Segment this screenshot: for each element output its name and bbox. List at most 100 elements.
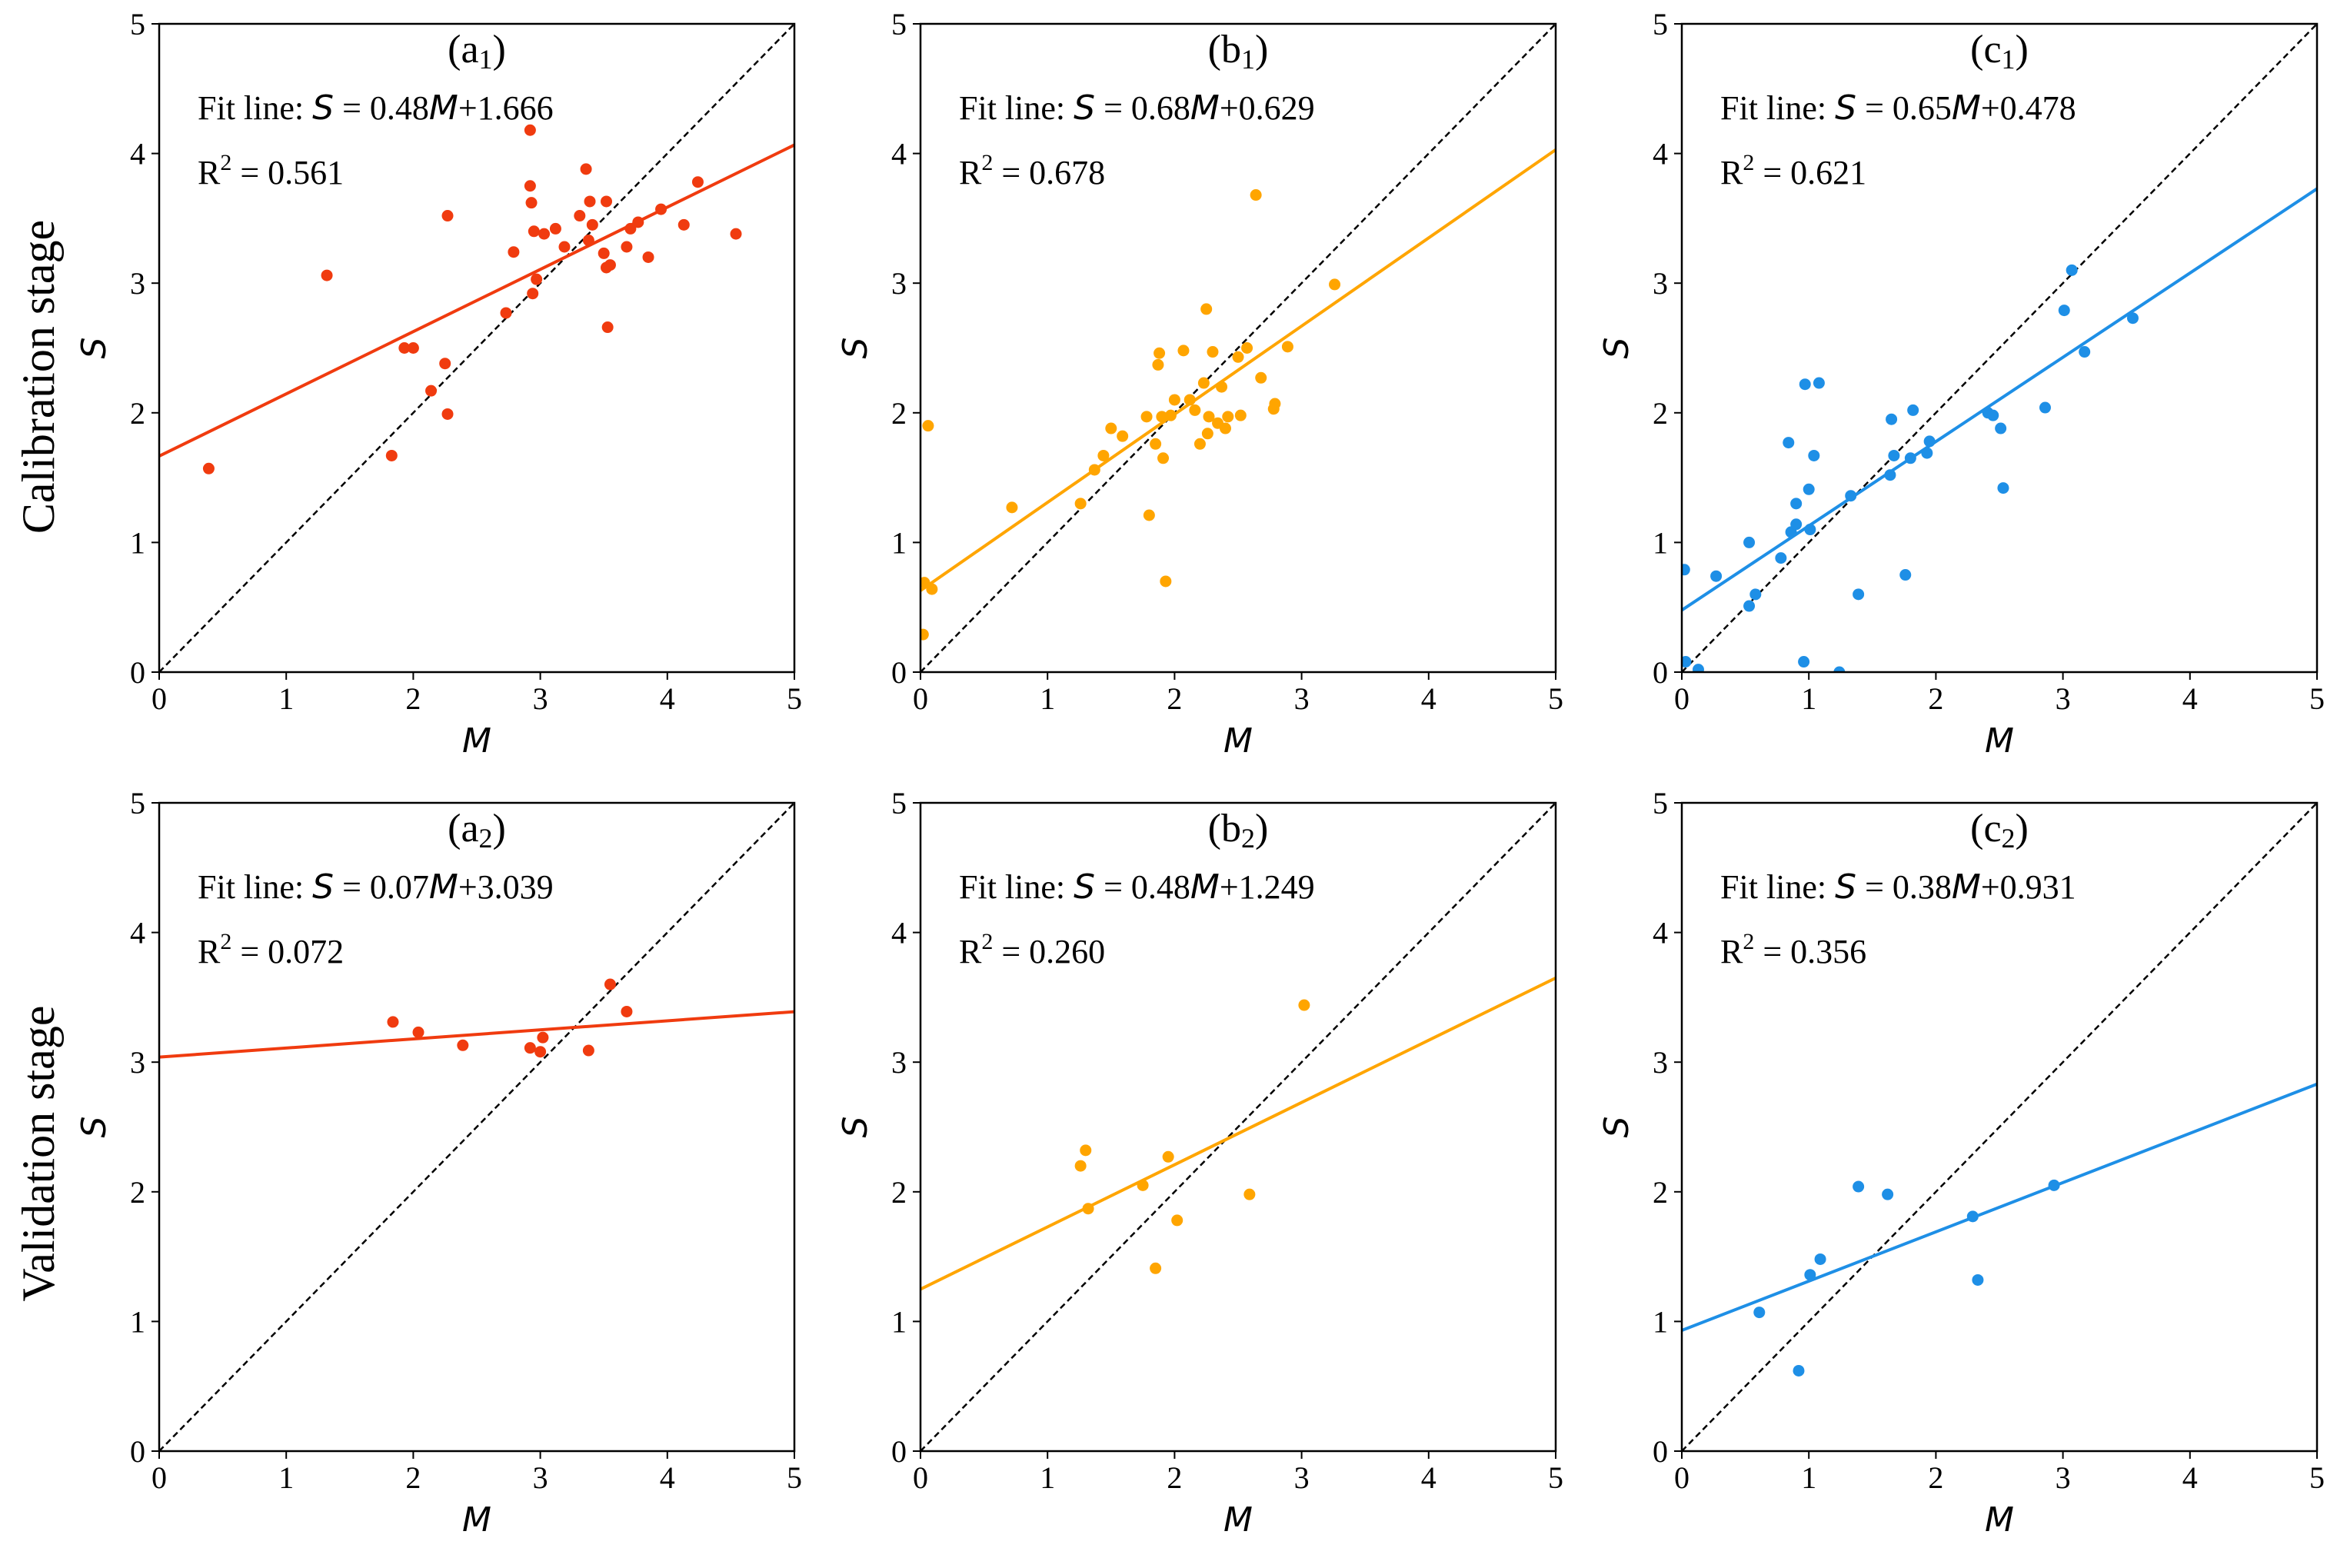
- data-point: [1804, 1269, 1816, 1281]
- identity-line: [920, 24, 1556, 672]
- data-point: [1269, 398, 1281, 410]
- x-axis-label: M: [1985, 1500, 2014, 1540]
- data-point: [580, 163, 592, 175]
- data-point: [1904, 452, 1916, 464]
- data-point: [920, 628, 929, 641]
- data-point: [1183, 394, 1196, 406]
- plot-frame: [158, 801, 796, 1453]
- x-tick-label: 4: [2182, 681, 2198, 716]
- data-point: [1775, 552, 1787, 564]
- panel-a2: 0 1 2 3 4 5 0 1 2 3 4 5 M S (a2) Fit line: S = 0.07M+3.…: [75, 786, 802, 1540]
- data-point: [1845, 490, 1857, 502]
- data-point: [1743, 600, 1756, 612]
- data-point: [1753, 1307, 1766, 1319]
- data-point: [1080, 1144, 1092, 1157]
- y-tick-label: 4: [130, 916, 145, 950]
- panel-c1: 0 1 2 3 4 5 0 1 2 3 4 5 M S (c1) Fit line: S = 0.65M+0.…: [1597, 7, 2325, 761]
- r-squared: R2 = 0.678: [959, 150, 1105, 191]
- data-point: [2079, 346, 2091, 358]
- x-tick-label: 5: [1548, 681, 1563, 716]
- data-point: [1798, 656, 1810, 668]
- panel-b2: 0 1 2 3 4 5 0 1 2 3 4 5 M S (b2) Fit line: S = 0.48M+1.…: [836, 786, 1563, 1540]
- panel-label: (a1): [448, 28, 506, 75]
- data-point: [1793, 1364, 1805, 1377]
- y-tick-label: 5: [130, 786, 145, 821]
- x-tick-label: 0: [1674, 1460, 1689, 1495]
- data-point: [1216, 381, 1228, 393]
- y-tick-label: 0: [891, 655, 907, 690]
- x-tick-label: 5: [787, 681, 802, 716]
- y-tick-label: 5: [1653, 7, 1668, 42]
- data-point: [1966, 1210, 1979, 1223]
- data-point: [537, 1031, 549, 1044]
- x-tick-label: 0: [913, 681, 928, 716]
- data-point: [655, 203, 667, 215]
- panel-label: (b1): [1208, 28, 1269, 75]
- identity-line: [920, 803, 1556, 1451]
- data-point: [1097, 449, 1110, 461]
- data-point: [321, 269, 333, 281]
- y-tick-label: 5: [1653, 786, 1668, 821]
- data-point: [1853, 1180, 1865, 1193]
- data-point: [621, 1005, 633, 1017]
- data-point: [1203, 411, 1215, 423]
- y-tick-label: 4: [130, 137, 145, 171]
- x-tick-label: 2: [1167, 1460, 1182, 1495]
- fit-equation: Fit line: S = 0.38M+0.931: [1720, 867, 2076, 907]
- x-tick-label: 3: [2056, 1460, 2071, 1495]
- y-axis-label: S: [75, 338, 114, 359]
- y-tick-label: 1: [130, 525, 145, 560]
- data-point: [1157, 452, 1170, 464]
- fit-line: [920, 148, 1556, 592]
- data-point: [601, 195, 613, 208]
- identity-line: [159, 24, 794, 672]
- y-tick-label: 0: [130, 1434, 145, 1469]
- x-tick-label: 2: [1928, 1460, 1943, 1495]
- y-tick-label: 2: [1653, 1175, 1668, 1210]
- y-tick-label: 5: [130, 7, 145, 42]
- data-point: [441, 408, 454, 420]
- y-tick-label: 1: [1653, 525, 1668, 560]
- x-tick-label: 5: [1548, 1460, 1563, 1495]
- data-point: [691, 176, 704, 188]
- panel-a1: 0 1 2 3 4 5 0 1 2 3 4 5 M S (a1) Fit line: S = 0.48M+1.…: [75, 7, 802, 761]
- fit-line: [1682, 1082, 2317, 1332]
- x-axis-label: M: [462, 1500, 491, 1540]
- data-point: [441, 210, 454, 222]
- data-point: [1803, 483, 1815, 495]
- data-point: [632, 216, 644, 228]
- data-point: [1886, 413, 1898, 425]
- data-point: [621, 241, 633, 253]
- identity-line: [1682, 803, 2317, 1451]
- y-tick-label: 4: [891, 137, 907, 171]
- x-tick-label: 3: [533, 1460, 548, 1495]
- scatter-points: [387, 978, 633, 1058]
- data-point: [642, 251, 654, 263]
- data-point: [538, 228, 551, 240]
- x-tick-label: 2: [1928, 681, 1943, 716]
- scatter-points: [1682, 264, 2139, 672]
- data-point: [1329, 278, 1341, 291]
- data-point: [1692, 664, 1704, 672]
- data-point: [1995, 422, 2007, 434]
- data-point: [1207, 346, 1219, 358]
- y-tick-label: 2: [891, 1175, 907, 1210]
- panel-b1: 0 1 2 3 4 5 0 1 2 3 4 5 M S (b1) Fit line: S = 0.68M+0.…: [836, 7, 1563, 761]
- data-point: [1987, 409, 1999, 421]
- x-tick-label: 3: [533, 681, 548, 716]
- data-point: [1162, 1150, 1174, 1163]
- data-point: [524, 1042, 536, 1054]
- y-tick-label: 2: [130, 396, 145, 431]
- data-point: [1222, 411, 1234, 423]
- fit-line: [159, 143, 794, 458]
- data-point: [1140, 411, 1153, 423]
- x-tick-label: 4: [1421, 681, 1436, 716]
- data-point: [1219, 422, 1231, 434]
- r-squared: R2 = 0.260: [959, 929, 1105, 970]
- data-point: [1082, 1203, 1094, 1215]
- data-point: [1241, 342, 1253, 354]
- data-point: [1813, 377, 1825, 389]
- data-point: [1997, 482, 2009, 494]
- data-point: [1156, 411, 1168, 423]
- data-point: [549, 222, 561, 235]
